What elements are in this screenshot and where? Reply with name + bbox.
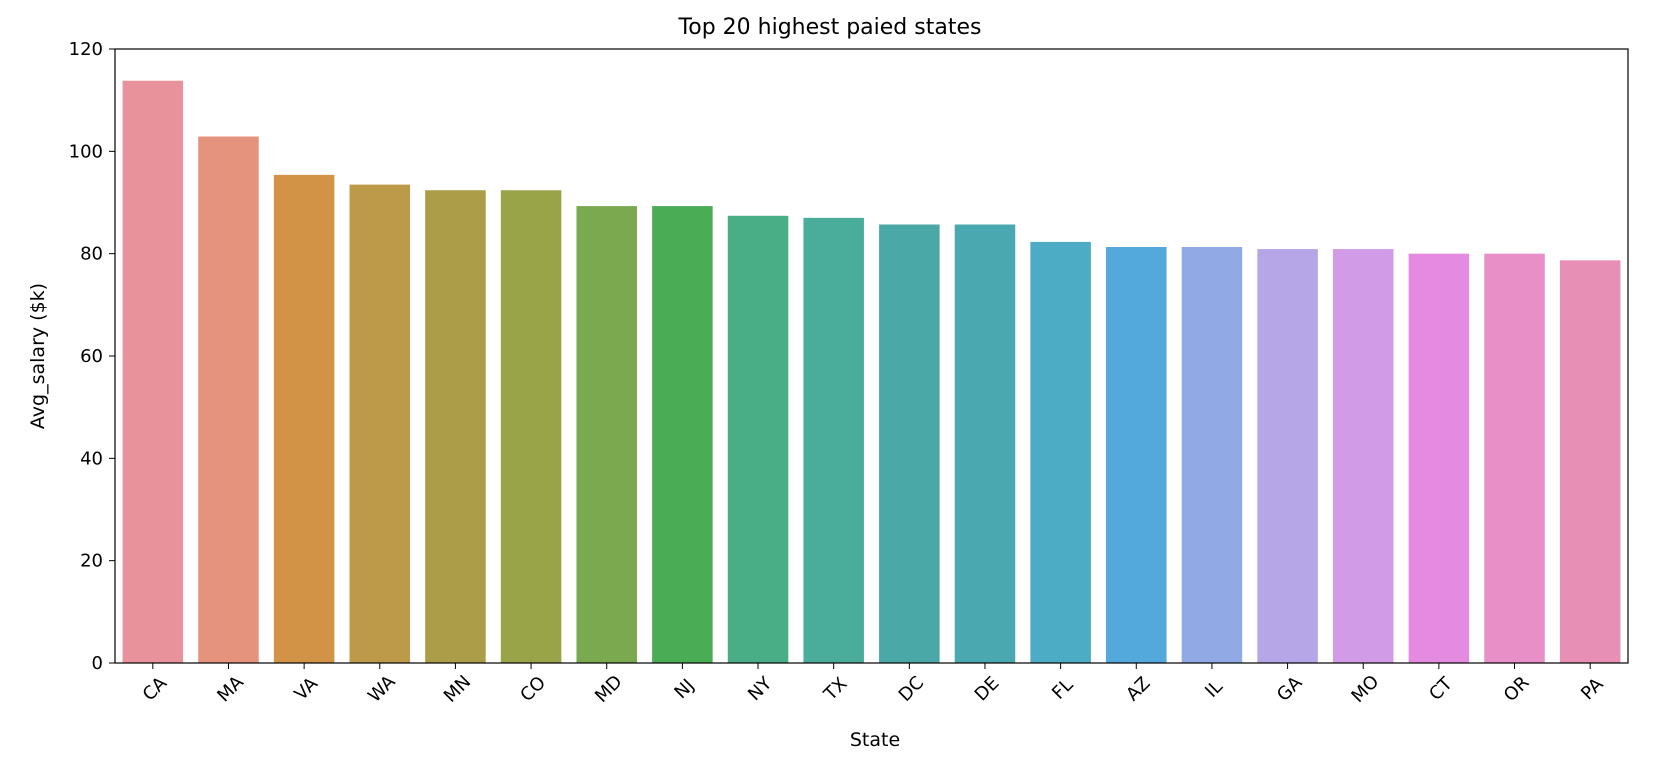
bar-mn: [425, 190, 486, 663]
y-tick-label: 120: [69, 39, 103, 60]
bar-pa: [1559, 260, 1621, 663]
bar-mo: [1332, 249, 1394, 663]
x-tick-label-ny: NY: [744, 672, 777, 705]
y-tick-label: 60: [80, 346, 103, 367]
x-tick-label-mn: MN: [440, 671, 475, 706]
x-tick-label-wa: WA: [364, 671, 400, 707]
chart-title: Top 20 highest paied states: [678, 15, 982, 40]
bar-fl: [1030, 241, 1091, 663]
bar-co: [500, 190, 562, 663]
x-tick-label-ca: CA: [139, 672, 172, 705]
y-tick-label: 20: [80, 551, 103, 572]
x-tick-label-ct: CT: [1425, 673, 1457, 705]
y-tick-label: 40: [80, 448, 103, 469]
x-tick-label-md: MD: [591, 671, 627, 707]
bar-md: [576, 206, 637, 663]
x-tick-label-pa: PA: [1577, 673, 1608, 704]
x-tick-label-va: VA: [291, 673, 323, 705]
x-tick-label-mo: MO: [1347, 671, 1383, 707]
bar-va: [273, 174, 335, 663]
bars-layer: [122, 80, 1621, 664]
y-tick-label: 80: [80, 244, 103, 265]
y-axis-label: Avg_salary ($k): [27, 283, 49, 429]
x-tick-label-tx: TX: [819, 673, 851, 705]
bar-wa: [349, 184, 411, 663]
bar-de: [954, 224, 1016, 663]
x-tick-label-nj: NJ: [670, 675, 698, 703]
plot-frame: [114, 48, 1629, 664]
y-tick-label: 0: [92, 653, 103, 674]
bar-az: [1106, 247, 1167, 663]
x-tick-label-fl: FL: [1048, 674, 1077, 703]
bar-ct: [1408, 253, 1470, 664]
bar-tx: [803, 217, 864, 663]
x-tick-label-or: OR: [1500, 672, 1534, 706]
x-tick-label-co: CO: [516, 672, 550, 706]
x-tick-label-dc: DC: [895, 672, 929, 706]
x-tick-label-az: AZ: [1122, 673, 1154, 705]
x-axis-label: State: [850, 729, 900, 751]
bar-ca: [122, 80, 184, 664]
bar-nj: [652, 206, 713, 663]
bar-ga: [1257, 249, 1318, 663]
y-tick-label: 100: [69, 141, 103, 162]
bar-ma: [198, 136, 259, 663]
bar-or: [1484, 253, 1545, 664]
x-tick-label-de: DE: [971, 673, 1004, 706]
bar-il: [1181, 247, 1243, 663]
x-tick-label-ma: MA: [213, 671, 248, 706]
bar-dc: [879, 224, 940, 663]
x-tick-label-il: IL: [1201, 676, 1227, 702]
x-tick-label-ga: GA: [1273, 672, 1307, 706]
bar-ny: [727, 215, 789, 664]
